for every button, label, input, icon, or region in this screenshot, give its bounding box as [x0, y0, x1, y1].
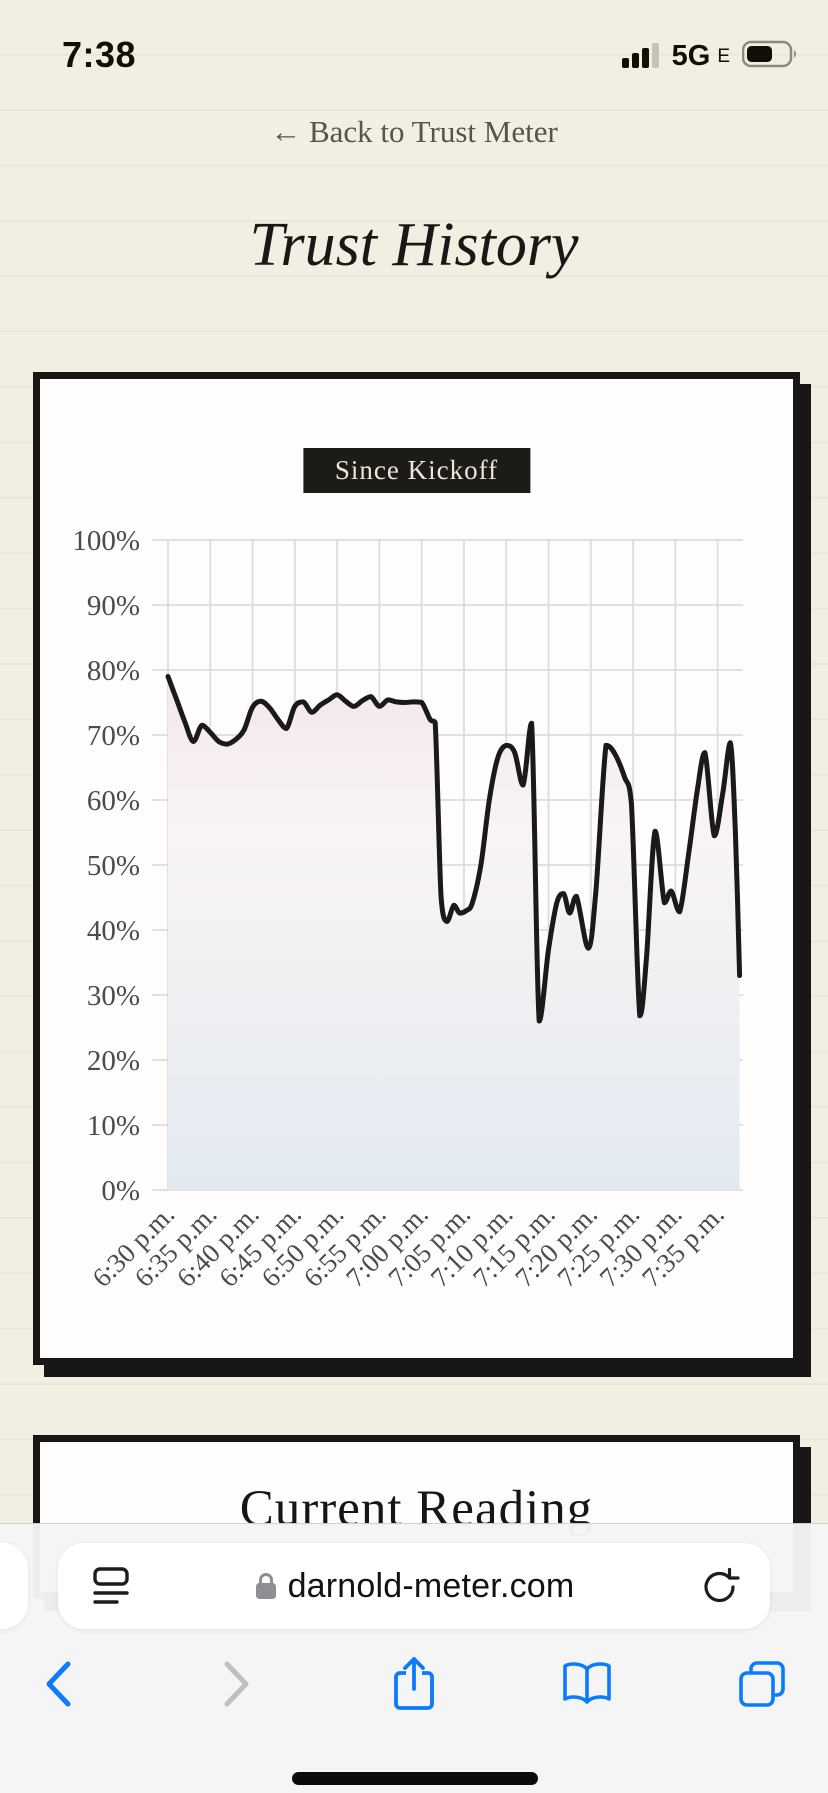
- safari-bottom-bar: darnold-meter.com: [0, 1523, 828, 1793]
- svg-text:60%: 60%: [87, 785, 140, 817]
- svg-text:10%: 10%: [87, 1110, 140, 1142]
- bookmarks-icon[interactable]: [557, 1654, 617, 1714]
- signal-icon: [621, 40, 662, 73]
- svg-text:30%: 30%: [87, 980, 140, 1012]
- battery-icon: [741, 40, 800, 73]
- svg-text:90%: 90%: [87, 590, 140, 622]
- status-indicators: 5G E: [621, 40, 800, 73]
- status-time: 7:38: [62, 34, 137, 75]
- home-indicator[interactable]: [292, 1772, 538, 1785]
- svg-text:80%: 80%: [87, 655, 140, 687]
- address-bar[interactable]: darnold-meter.com: [58, 1543, 770, 1629]
- svg-text:0%: 0%: [101, 1175, 140, 1207]
- page-title: Trust History: [249, 210, 579, 279]
- status-bar: 7:38 5G E: [0, 0, 828, 90]
- svg-text:50%: 50%: [87, 850, 140, 882]
- lock-icon: [254, 1571, 278, 1601]
- svg-text:70%: 70%: [87, 720, 140, 752]
- svg-text:100%: 100%: [72, 525, 140, 557]
- back-icon[interactable]: [28, 1654, 88, 1714]
- since-kickoff-range-button[interactable]: Since Kickoff: [302, 448, 531, 493]
- network-sub-label: E: [717, 45, 730, 67]
- share-icon[interactable]: [384, 1654, 444, 1714]
- svg-text:40%: 40%: [87, 915, 140, 947]
- network-type-label: 5G: [671, 40, 711, 72]
- reader-icon[interactable]: [90, 1565, 134, 1609]
- back-to-trust-meter-link[interactable]: ← Back to Trust Meter: [270, 114, 558, 149]
- forward-icon[interactable]: [207, 1654, 267, 1714]
- trust-history-chart-card: Since Kickoff 0% 10% 20% 30% 40% 50% 60% 70% 80%…: [33, 372, 800, 1365]
- svg-text:20%: 20%: [87, 1045, 140, 1077]
- tabs-icon[interactable]: [732, 1654, 792, 1714]
- adjacent-tab-fragment[interactable]: [0, 1543, 28, 1629]
- reload-icon[interactable]: [698, 1565, 742, 1609]
- url-text: darnold-meter.com: [287, 1566, 575, 1605]
- trust-history-chart: 0%10%20%30%40%50%60%70%80%90%100%6:30 p.…: [72, 525, 743, 1293]
